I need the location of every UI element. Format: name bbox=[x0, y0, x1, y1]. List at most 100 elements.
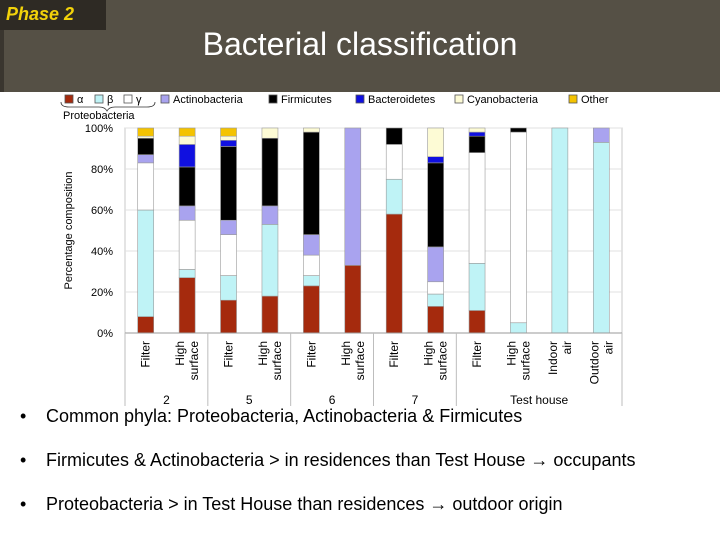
bar-segment bbox=[468, 310, 486, 334]
bar-segment bbox=[303, 234, 320, 256]
legend-swatch bbox=[454, 94, 464, 104]
legend-label: Bacteroidetes bbox=[368, 94, 436, 106]
bar-segment bbox=[137, 162, 155, 211]
bar-segment bbox=[303, 131, 320, 235]
bar-segment bbox=[385, 144, 403, 180]
bar-segment bbox=[385, 178, 403, 215]
slide-title: Bacterial classification bbox=[0, 26, 720, 63]
bullet-text: Firmicutes & Actinobacteria > in residen… bbox=[46, 450, 636, 470]
bar-segment bbox=[592, 142, 610, 334]
y-tick-label: 60% bbox=[91, 205, 113, 217]
bar-segment bbox=[178, 219, 196, 270]
bar-segment bbox=[385, 213, 403, 334]
legend-swatch bbox=[64, 94, 74, 104]
legend-label: Cyanobacteria bbox=[467, 94, 539, 106]
bullet-text: Proteobacteria > in Test House than resi… bbox=[46, 494, 563, 514]
y-tick-label: 0% bbox=[97, 328, 113, 340]
x-tick-label: High bbox=[504, 341, 518, 366]
bar-segment bbox=[178, 205, 196, 221]
bar-segment bbox=[137, 209, 155, 317]
x-tick-label: surface bbox=[270, 341, 284, 381]
group-label: 2 bbox=[163, 393, 170, 407]
bar-segment bbox=[220, 127, 237, 137]
bar-segment bbox=[303, 254, 320, 276]
y-tick-label: 20% bbox=[91, 287, 113, 299]
bar-segment bbox=[427, 127, 444, 158]
bar-segment bbox=[261, 205, 279, 225]
x-tick-label: Filter bbox=[222, 341, 236, 368]
x-tick-label: High bbox=[339, 341, 353, 366]
x-tick-label: High bbox=[173, 341, 187, 366]
x-tick-label: air bbox=[560, 341, 574, 354]
bar-segment bbox=[178, 127, 196, 137]
bar-segment bbox=[137, 127, 155, 137]
stacked-bar-chart: 0% 20% 40% 60% 80% 100% Percentage composition… bbox=[55, 92, 625, 410]
legend-swatch bbox=[94, 94, 104, 104]
slide-title-text: Bacterial classification bbox=[202, 26, 518, 62]
legend-swatch bbox=[568, 94, 578, 104]
phase-label: Phase 2 bbox=[6, 4, 75, 24]
bar-segment bbox=[468, 152, 486, 264]
bar-segment bbox=[385, 127, 403, 145]
bar-segment bbox=[178, 166, 196, 207]
y-tick-label: 80% bbox=[91, 164, 113, 176]
x-tick-label: Outdoor bbox=[587, 341, 601, 384]
chart-svg: 0% 20% 40% 60% 80% 100% Percentage composition… bbox=[60, 94, 623, 407]
plot-frame bbox=[124, 127, 623, 334]
bar-segment bbox=[592, 127, 610, 143]
x-tick-label: surface bbox=[353, 341, 367, 381]
bullet-item: • Firmicutes & Actinobacteria > in reside… bbox=[20, 448, 720, 492]
bar-segment bbox=[220, 234, 237, 276]
bar-segment bbox=[137, 316, 155, 334]
legend-swatch bbox=[355, 94, 365, 104]
bar-segment bbox=[220, 219, 237, 235]
legend-label: α bbox=[77, 94, 84, 106]
bar-segment bbox=[178, 269, 196, 278]
bar-segment bbox=[137, 137, 155, 155]
bar-segment bbox=[427, 306, 444, 334]
group-label: Test house bbox=[510, 393, 568, 407]
bar-segment bbox=[344, 127, 362, 266]
x-tick-label: Filter bbox=[139, 341, 153, 368]
bar-segment bbox=[220, 135, 237, 141]
bar-segment bbox=[510, 131, 527, 324]
bar-segment bbox=[510, 322, 527, 334]
bar-segment bbox=[303, 285, 320, 334]
x-tick-label: High bbox=[256, 341, 270, 366]
phase-badge: Phase 2 bbox=[0, 0, 106, 30]
legend-label: Other bbox=[581, 94, 609, 106]
bullet-dot: • bbox=[20, 494, 27, 514]
x-tick-label: Filter bbox=[387, 341, 401, 368]
bar-segment bbox=[468, 131, 486, 137]
bullet-list: • Common phyla: Proteobacteria, Actinobac… bbox=[20, 404, 720, 536]
legend-group-label: Proteobacteria bbox=[63, 110, 135, 122]
header-strip bbox=[0, 30, 4, 92]
y-tick-label: 100% bbox=[85, 123, 113, 135]
bar-segment bbox=[261, 224, 279, 297]
bullet-dot: • bbox=[20, 406, 27, 426]
legend-label: Actinobacteria bbox=[173, 94, 244, 106]
x-tick-label: surface bbox=[187, 341, 201, 381]
x-tick-label: Filter bbox=[470, 341, 484, 368]
bullet-item: • Proteobacteria > in Test House than res… bbox=[20, 492, 720, 536]
bar-segment bbox=[137, 154, 155, 164]
y-axis-label: Percentage composition bbox=[63, 171, 75, 289]
x-tick-label: surface bbox=[518, 341, 532, 381]
bar-segment bbox=[261, 137, 279, 207]
legend-label: Firmicutes bbox=[281, 94, 332, 106]
bar-segment bbox=[178, 277, 196, 334]
legend-brace bbox=[60, 101, 156, 112]
legend-label: β bbox=[107, 94, 113, 106]
slide-header: Phase 2 Bacterial classification bbox=[0, 0, 720, 92]
y-tick-label: 40% bbox=[91, 246, 113, 258]
bar-segment bbox=[137, 135, 155, 139]
bar-segment bbox=[468, 127, 486, 133]
bar-segment bbox=[468, 135, 486, 153]
bar-segment bbox=[468, 263, 486, 311]
bar-segment bbox=[427, 162, 444, 248]
bar-segment bbox=[303, 127, 320, 133]
bar-segment bbox=[261, 295, 279, 334]
bullet-dot: • bbox=[20, 450, 27, 470]
group-label: 6 bbox=[329, 393, 336, 407]
x-tick-label: Indoor bbox=[546, 341, 560, 375]
